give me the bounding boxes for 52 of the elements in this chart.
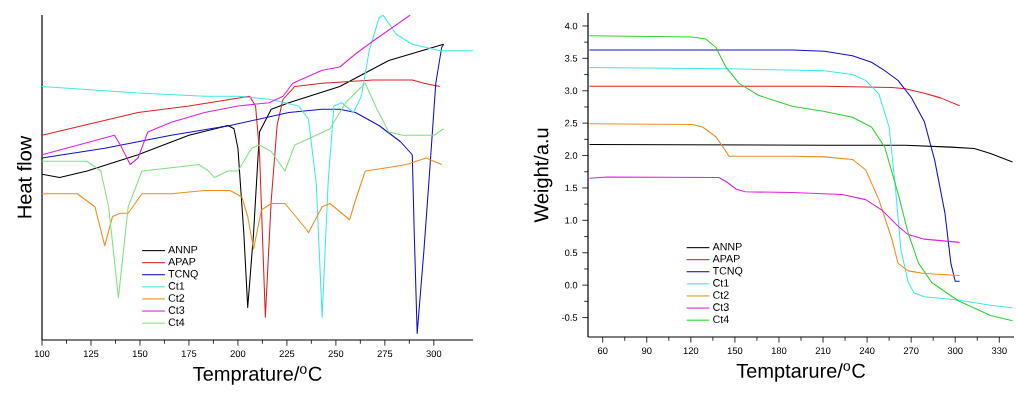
y-tick-label: 0.5: [564, 249, 578, 257]
legend-label: Ct4: [713, 315, 729, 324]
x-axis-title: Temprature/$^{o}$C: [193, 366, 322, 385]
y-tick-label: 1.0: [565, 217, 578, 224]
x-tick-label: 150: [132, 350, 148, 357]
legend-label: ANNP: [168, 245, 198, 254]
legend-label: TCNQ: [712, 267, 743, 277]
x-tick-label: 60: [597, 347, 608, 354]
x-tick-label: 200: [230, 350, 246, 357]
x-tick-label: 180: [771, 347, 787, 354]
y-tick-label: 0.0: [564, 281, 578, 289]
legend-label: APAP: [168, 257, 196, 266]
x-axis-title: Temptarure/$^{o}$C: [736, 363, 866, 382]
line-series: [588, 176, 961, 243]
x-tick-label: 300: [947, 347, 963, 354]
y-tick-label: 2.5: [565, 119, 578, 127]
line-series: [588, 123, 961, 276]
legend-label: ANNP: [712, 242, 742, 251]
x-tick-label: 300: [426, 350, 442, 357]
y-tick-label: 1.5: [565, 184, 578, 192]
y-tick-label: 3.5: [564, 55, 578, 62]
legend-label: Ct1: [713, 279, 729, 287]
legend-label: APAP: [712, 254, 740, 263]
x-tick-label: 330: [991, 347, 1007, 354]
y-tick-label: 4.0: [564, 22, 578, 30]
legend-label: TCNQ: [168, 269, 198, 280]
x-tick-label: 250: [328, 350, 344, 357]
legend-label: Ct3: [713, 303, 729, 311]
y-tick-label: 3.0: [564, 87, 578, 95]
x-tick-label: 270: [903, 347, 919, 354]
x-tick-label: 225: [279, 350, 295, 357]
line-series: [588, 85, 961, 107]
y-axis-title: Heat flow: [16, 135, 32, 218]
line-series: [588, 35, 1014, 322]
y-tick-label: 2.0: [565, 152, 578, 159]
y-tick-label: -0.5: [561, 314, 578, 321]
legend-label: Ct1: [168, 282, 185, 290]
legend-label: Ct2: [168, 294, 185, 302]
y-axis-title: Weight/a.u: [533, 128, 553, 223]
x-tick-label: 90: [642, 347, 652, 354]
line-series: [588, 66, 1014, 309]
x-tick-label: 210: [815, 347, 831, 354]
x-tick-label: 275: [377, 350, 393, 357]
x-tick-label: 125: [83, 350, 99, 357]
x-tick-label: 120: [683, 347, 699, 354]
x-tick-label: 150: [727, 347, 743, 354]
legend-label: Ct4: [168, 318, 185, 326]
x-tick-label: 100: [34, 350, 50, 357]
x-tick-label: 175: [181, 350, 197, 357]
legend-label: Ct2: [713, 291, 729, 299]
x-tick-label: 240: [859, 347, 875, 354]
legend-label: Ct3: [168, 306, 185, 314]
